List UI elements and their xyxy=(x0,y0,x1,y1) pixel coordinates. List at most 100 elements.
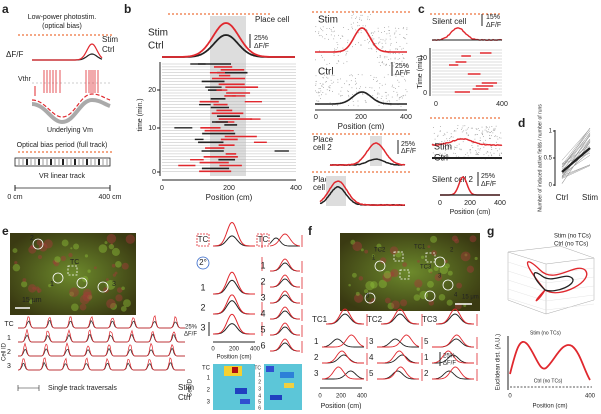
shape xyxy=(486,151,488,152)
shape xyxy=(479,149,481,151)
trace xyxy=(326,313,364,325)
label: Ctrl xyxy=(318,67,334,78)
shape xyxy=(454,130,455,131)
label: 0 xyxy=(152,169,156,176)
shape xyxy=(326,76,328,78)
shape xyxy=(391,86,393,88)
line xyxy=(507,270,547,284)
shape xyxy=(341,35,343,37)
label: 25% xyxy=(481,173,495,180)
label: 2 xyxy=(260,276,265,286)
shape xyxy=(382,39,384,41)
label: Ctrl xyxy=(148,41,164,52)
shape xyxy=(496,141,497,143)
shape xyxy=(500,152,502,154)
label: 1 xyxy=(260,260,265,270)
shape xyxy=(69,291,75,297)
trace xyxy=(162,22,295,58)
shape xyxy=(256,233,270,247)
label: 4 xyxy=(260,308,265,318)
shape xyxy=(344,83,345,85)
shape xyxy=(430,271,433,274)
shape xyxy=(342,47,344,49)
shape xyxy=(480,140,482,141)
shape xyxy=(345,51,347,53)
label: 5 xyxy=(424,337,429,346)
shape xyxy=(402,95,404,97)
shape xyxy=(315,84,317,86)
shape xyxy=(338,61,340,63)
label: TC3 xyxy=(420,265,432,271)
label: 1 xyxy=(200,282,205,292)
shape xyxy=(370,33,372,34)
shape xyxy=(393,87,395,88)
shape xyxy=(402,53,403,55)
shape xyxy=(406,27,408,29)
shape xyxy=(453,152,455,154)
shape xyxy=(378,279,387,289)
shape xyxy=(381,32,383,33)
shape xyxy=(357,21,359,23)
shape xyxy=(360,29,362,31)
shape xyxy=(360,14,362,16)
shape xyxy=(322,26,324,28)
label: ΔF/F xyxy=(443,361,456,367)
shape xyxy=(414,279,423,288)
shape xyxy=(104,241,108,245)
shape xyxy=(441,141,442,143)
shape xyxy=(325,81,327,82)
trace xyxy=(322,350,364,364)
line xyxy=(561,130,591,167)
shape xyxy=(116,287,123,293)
trace xyxy=(31,93,111,118)
shape xyxy=(385,91,387,93)
shape xyxy=(352,46,353,48)
shape xyxy=(343,62,345,64)
shape xyxy=(389,53,391,55)
trace xyxy=(270,274,300,288)
shape xyxy=(403,27,405,28)
shape xyxy=(455,155,457,157)
shape xyxy=(494,129,496,131)
shape xyxy=(433,127,434,128)
shape xyxy=(395,30,397,32)
label: 25% xyxy=(254,35,268,42)
shape xyxy=(384,56,386,57)
shape xyxy=(464,253,468,257)
shape xyxy=(446,138,448,140)
trace xyxy=(270,342,300,352)
shape xyxy=(347,42,348,44)
shape xyxy=(395,48,397,50)
shape xyxy=(396,95,398,97)
shape xyxy=(376,81,378,82)
shape xyxy=(398,98,400,100)
trace xyxy=(326,308,364,325)
shape xyxy=(373,79,374,80)
shape xyxy=(352,75,353,77)
shape xyxy=(351,26,353,28)
label: TC2 xyxy=(367,315,383,324)
shape xyxy=(406,91,408,93)
shape xyxy=(369,14,371,15)
shape xyxy=(320,90,322,92)
shape xyxy=(391,96,393,98)
trace xyxy=(213,294,255,315)
shape xyxy=(365,281,375,291)
shape xyxy=(405,80,407,82)
shape xyxy=(120,305,127,312)
shape xyxy=(340,38,342,39)
shape xyxy=(121,286,125,291)
shape xyxy=(398,81,400,83)
shape xyxy=(377,27,379,29)
shape xyxy=(492,129,494,131)
shape xyxy=(394,58,396,60)
label: 3 xyxy=(112,281,116,288)
shape xyxy=(447,146,449,148)
shape xyxy=(393,74,395,76)
shape xyxy=(379,65,381,67)
shape xyxy=(46,159,48,165)
label: 0 xyxy=(314,114,318,121)
shape xyxy=(352,28,353,30)
shape xyxy=(395,53,396,54)
shape xyxy=(364,292,376,304)
